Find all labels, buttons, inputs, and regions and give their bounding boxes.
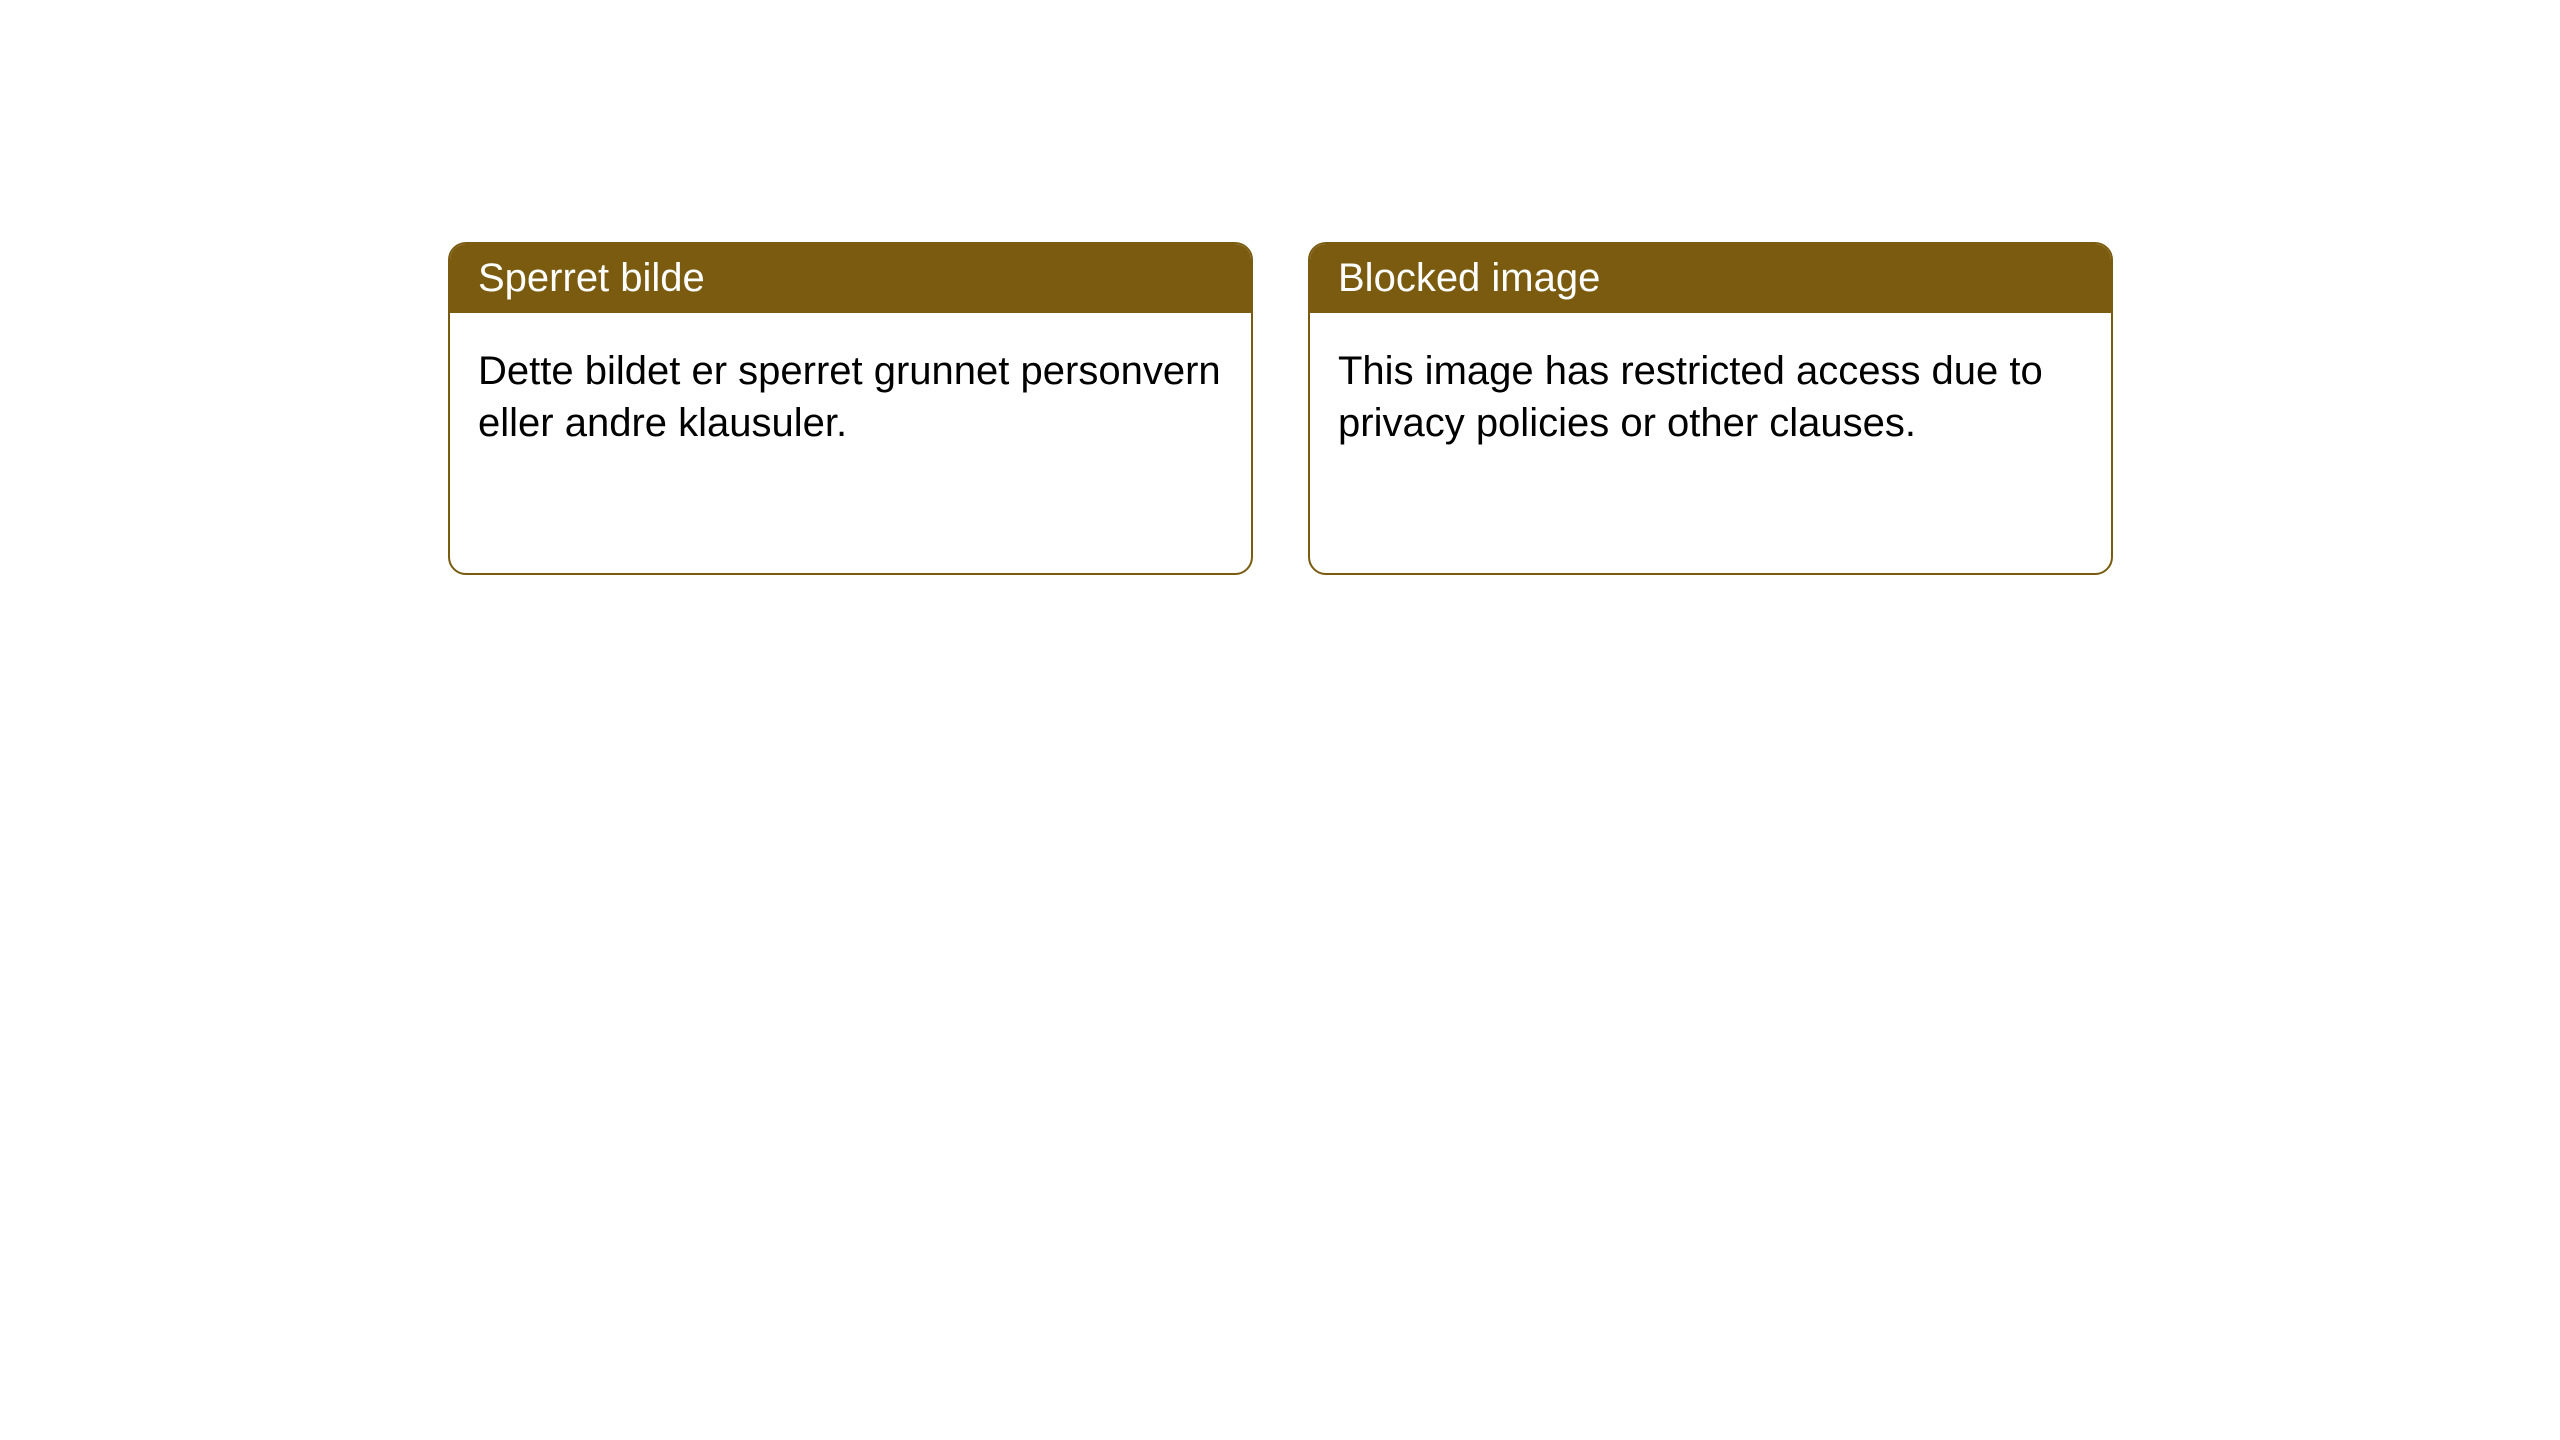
notice-body-english: This image has restricted access due to …: [1310, 313, 2111, 481]
notice-container: Sperret bilde Dette bildet er sperret gr…: [0, 0, 2560, 575]
notice-header-norwegian: Sperret bilde: [450, 244, 1251, 313]
notice-card-english: Blocked image This image has restricted …: [1308, 242, 2113, 575]
notice-header-english: Blocked image: [1310, 244, 2111, 313]
notice-card-norwegian: Sperret bilde Dette bildet er sperret gr…: [448, 242, 1253, 575]
notice-body-norwegian: Dette bildet er sperret grunnet personve…: [450, 313, 1251, 481]
